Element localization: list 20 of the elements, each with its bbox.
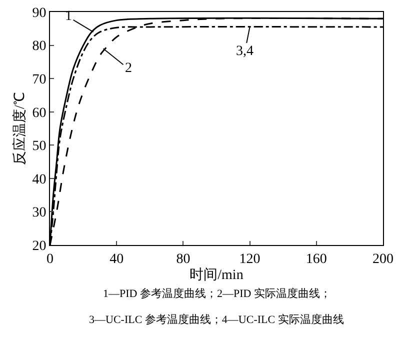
y-tick-label: 70: [32, 72, 46, 88]
annotation: 2: [125, 61, 132, 76]
x-axis-title: 时间/min: [190, 266, 244, 283]
text: 1—PID 参考温度曲线；2—PID 实际温度曲线；: [103, 287, 331, 300]
y-tick-label: 90: [32, 6, 46, 21]
x-tick-label: 120: [239, 252, 260, 267]
x-tick-label: 0: [46, 252, 54, 267]
text: 3—UC-ILC 参考温度曲线；4—UC-ILC 实际温度曲线: [89, 313, 344, 326]
y-axis-title: 反应温度/℃: [12, 92, 28, 165]
y-tick-label: 50: [32, 139, 46, 154]
y-tick-label: 20: [32, 238, 46, 254]
x-tick-label: 40: [110, 252, 124, 267]
x-tick-label: 80: [176, 252, 190, 267]
y-tick-label: 30: [32, 206, 46, 221]
x-tick-label: 160: [306, 252, 327, 267]
annotation: 3,4: [236, 44, 254, 59]
y-tick-label: 60: [32, 106, 46, 121]
y-tick-label: 80: [32, 39, 46, 54]
x-tick-label: 200: [372, 252, 394, 267]
y-tick-label: 40: [32, 172, 46, 188]
